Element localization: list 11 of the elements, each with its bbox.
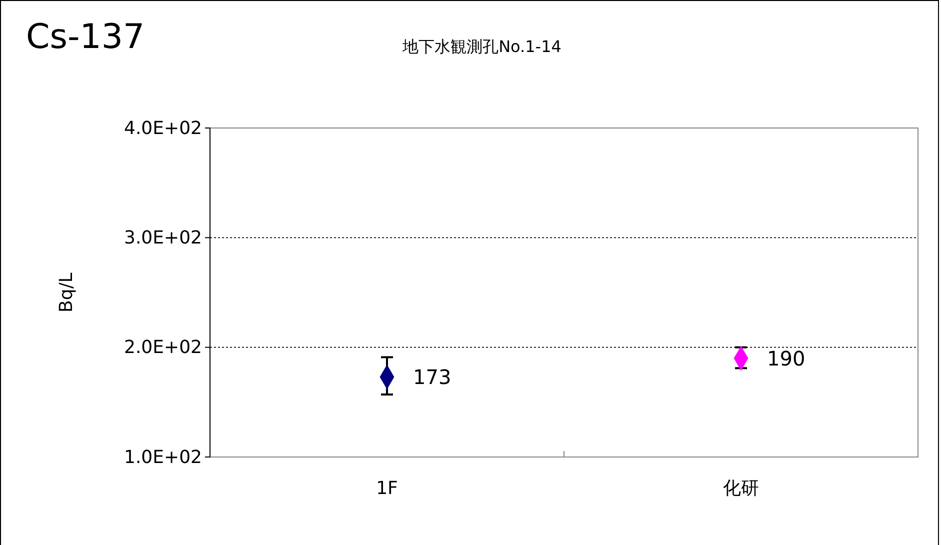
chart-subtitle: 地下水観測孔No.1-14	[402, 37, 562, 56]
y-tick-label: 2.0E+02	[124, 337, 202, 358]
y-axis-title: Bq/L	[56, 272, 77, 312]
y-tick-label: 4.0E+02	[124, 118, 202, 139]
y-tick-label: 1.0E+02	[124, 446, 202, 468]
x-tick-label: 1F	[376, 478, 398, 499]
x-tick-label: 化研	[723, 478, 759, 499]
chart-title: Cs-137	[26, 17, 145, 57]
data-label: 173	[413, 364, 452, 389]
data-label: 190	[767, 346, 806, 370]
y-tick-label: 3.0E+02	[124, 227, 202, 248]
